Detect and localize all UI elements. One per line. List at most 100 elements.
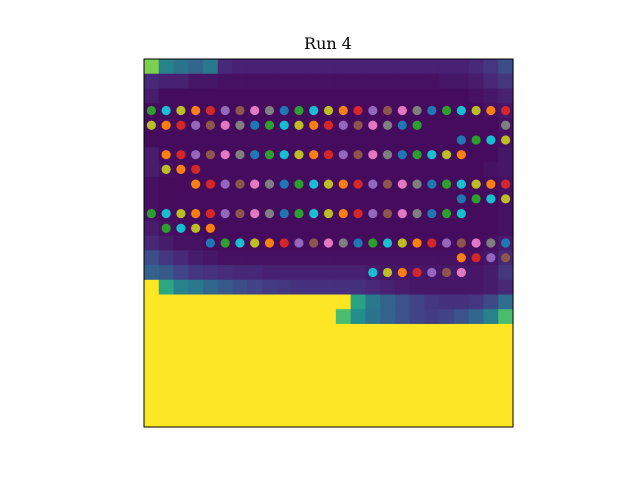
heatmap-cell (203, 279, 219, 296)
heatmap-cell (483, 147, 499, 163)
heatmap-cell (276, 73, 293, 90)
heatmap-cell (247, 279, 263, 296)
heatmap-cell (439, 309, 455, 325)
heatmap-cell (380, 73, 396, 90)
heatmap-cell (365, 397, 381, 413)
scatter-point (176, 150, 186, 160)
scatter-point (264, 120, 275, 130)
scatter-point (397, 105, 407, 116)
heatmap-cell (409, 397, 426, 413)
heatmap-cell (409, 132, 426, 148)
heatmap-cell (365, 338, 381, 354)
scatter-point (191, 164, 201, 174)
heatmap-cell (276, 59, 293, 75)
heatmap-cell (173, 382, 189, 399)
heatmap-cell (188, 323, 204, 340)
heatmap-cell (468, 117, 485, 134)
heatmap-cell (335, 382, 352, 399)
heatmap-cell (173, 265, 189, 281)
heatmap-cell (453, 59, 470, 75)
scatter-point (456, 253, 466, 263)
heatmap-cell (439, 162, 455, 178)
heatmap-cell (468, 59, 485, 75)
scatter-point (205, 208, 216, 219)
scatter-point (353, 238, 363, 248)
scatter-point (264, 208, 275, 219)
heatmap-cell (291, 265, 307, 281)
heatmap-cell (468, 279, 485, 296)
heatmap-cell (483, 397, 499, 413)
scatter-point (279, 105, 289, 116)
scatter-point (368, 208, 378, 219)
heatmap-cell (217, 162, 234, 178)
heatmap-cell (158, 397, 175, 413)
scatter-point (161, 105, 171, 116)
heatmap-cell (232, 397, 248, 413)
scatter-point (456, 135, 466, 145)
heatmap-cell (453, 309, 470, 325)
heatmap-cell (188, 250, 204, 266)
heatmap-cell (483, 338, 499, 354)
heatmap-cell (424, 117, 440, 134)
heatmap-cell (247, 191, 263, 207)
scatter-point (161, 208, 171, 219)
heatmap-cell (321, 220, 337, 237)
heatmap-cell (350, 382, 366, 399)
heatmap-cell (262, 397, 278, 413)
heatmap-cell (232, 265, 248, 281)
heatmap-cell (144, 338, 160, 354)
heatmap-cell (262, 132, 278, 148)
heatmap-cell (321, 412, 337, 428)
scatter-point (368, 105, 378, 116)
heatmap-cell (350, 294, 366, 310)
heatmap-cell (217, 220, 234, 237)
scatter-point (427, 179, 437, 189)
scatter-point (486, 179, 496, 189)
heatmap-cell (247, 265, 263, 281)
heatmap-cell (232, 191, 248, 207)
heatmap-cell (144, 353, 160, 369)
heatmap-cell (262, 59, 278, 75)
heatmap-cell (262, 338, 278, 354)
heatmap-cell (424, 412, 440, 428)
heatmap-cell (394, 382, 411, 399)
chart-title: Run 4 (304, 34, 352, 53)
scatter-point (220, 150, 230, 160)
scatter-point (456, 267, 466, 278)
heatmap-cell (394, 323, 411, 340)
heatmap-cell (203, 88, 219, 104)
scatter-point (471, 135, 481, 145)
scatter-point (146, 208, 156, 219)
scatter-point (397, 150, 407, 160)
heatmap-cell (247, 323, 263, 340)
heatmap-cell (424, 294, 440, 310)
heatmap-cell (276, 250, 293, 266)
heatmap-cell (291, 88, 307, 104)
heatmap-cell (439, 382, 455, 399)
scatter-point (279, 238, 289, 248)
scatter-point (382, 208, 393, 219)
scatter-point (412, 120, 422, 130)
heatmap-cell (350, 397, 366, 413)
heatmap-cell (232, 353, 248, 369)
scatter-point (397, 208, 407, 219)
heatmap-cell (394, 191, 411, 207)
heatmap-cell (276, 338, 293, 354)
heatmap-cell (217, 353, 234, 369)
scatter-point (323, 105, 334, 116)
heatmap-cell (291, 250, 307, 266)
heatmap-cell (498, 162, 514, 178)
heatmap-cell (321, 59, 337, 75)
heatmap-cell (306, 250, 322, 266)
heatmap-cell (144, 88, 160, 104)
heatmap-cell (203, 309, 219, 325)
heatmap-cell (144, 220, 160, 237)
heatmap-cell (380, 162, 396, 178)
heatmap-cell (188, 265, 204, 281)
heatmap-cell (380, 338, 396, 354)
heatmap-cell (247, 132, 263, 148)
heatmap-cell (439, 412, 455, 428)
heatmap-cell (203, 368, 219, 384)
heatmap-cell (306, 309, 322, 325)
heatmap-cell (306, 73, 322, 90)
